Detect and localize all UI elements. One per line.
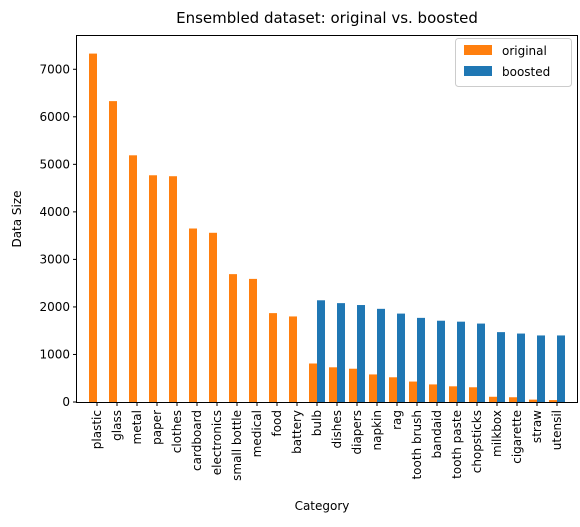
bar-original-metal <box>129 155 137 402</box>
x-tick-label: battery <box>290 410 304 454</box>
legend-swatch-boosted <box>464 66 492 76</box>
x-tick-label: utensil <box>550 410 564 450</box>
bar-original-tooth-brush <box>409 381 417 402</box>
bar-boosted-utensil <box>557 335 565 402</box>
bar-original-cardboard <box>189 228 197 402</box>
x-axis-label: Category <box>295 499 350 513</box>
x-tick-label: diapers <box>350 410 364 455</box>
bar-original-paper <box>149 175 157 402</box>
x-tick-label: plastic <box>90 410 104 449</box>
bar-boosted-bulb <box>317 300 325 402</box>
y-tick-label: 5000 <box>39 157 70 171</box>
x-tick-label: napkin <box>370 410 384 450</box>
bar-boosted-napkin <box>377 308 385 402</box>
y-tick-label: 1000 <box>39 347 70 361</box>
y-tick-label: 3000 <box>39 252 70 266</box>
bar-original-food <box>269 313 277 402</box>
x-tick-label: small bottle <box>230 410 244 481</box>
bar-original-tooth-paste <box>449 386 457 402</box>
x-tick-label: bandaid <box>430 410 444 459</box>
bar-original-battery <box>289 316 297 402</box>
bar-original-utensil <box>549 400 557 402</box>
x-tick-label: bulb <box>310 410 324 436</box>
x-axis: plastic glass metal paper clothes cardboard el… <box>90 402 564 481</box>
plot-area <box>89 53 565 403</box>
x-tick-label: chopsticks <box>470 410 484 473</box>
x-tick-label: glass <box>110 410 124 441</box>
bar-boosted-diapers <box>357 305 365 402</box>
y-axis-label: Data Size <box>10 190 24 247</box>
y-tick-label: 0 <box>62 395 70 409</box>
x-tick-label: dishes <box>330 410 344 448</box>
plot-frame <box>76 35 578 403</box>
bar-original-glass <box>109 101 117 403</box>
legend: original boosted <box>455 38 572 87</box>
bar-original-milkbox <box>489 396 497 402</box>
bar-original-small-bottle <box>229 274 237 402</box>
bar-boosted-rag <box>397 313 405 402</box>
bar-boosted-bandaid <box>437 320 445 402</box>
bar-original-straw <box>529 399 537 402</box>
legend-label-boosted: boosted <box>502 65 550 79</box>
x-tick-label: cardboard <box>190 410 204 471</box>
bar-original-diapers <box>349 368 357 402</box>
bar-original-chopsticks <box>469 387 477 402</box>
bar-original-medical <box>249 278 257 402</box>
x-tick-label: straw <box>530 410 544 443</box>
bar-boosted-dishes <box>337 303 345 402</box>
y-tick-label: 4000 <box>39 205 70 219</box>
chart-title: Ensembled dataset: original vs. boosted <box>176 9 478 27</box>
legend-label-original: original <box>502 44 547 58</box>
bar-original-plastic <box>89 53 97 403</box>
bar-original-napkin <box>369 374 377 402</box>
x-tick-label: paper <box>150 410 164 445</box>
x-tick-label: tooth paste <box>450 410 464 479</box>
x-tick-label: milkbox <box>490 410 504 457</box>
x-tick-label: food <box>270 410 284 437</box>
x-tick-label: metal <box>130 410 144 444</box>
bar-boosted-straw <box>537 335 545 402</box>
x-tick-label: electronics <box>210 410 224 475</box>
x-tick-label: rag <box>390 410 404 430</box>
y-tick-label: 2000 <box>39 300 70 314</box>
bar-original-bandaid <box>429 384 437 402</box>
x-tick-label: clothes <box>170 410 184 453</box>
bar-original-cigarette <box>509 397 517 402</box>
bar-boosted-cigarette <box>517 333 525 402</box>
bar-boosted-tooth-brush <box>417 317 425 402</box>
bar-boosted-tooth-paste <box>457 321 465 402</box>
x-tick-label: medical <box>250 410 264 457</box>
x-tick-label: cigarette <box>510 410 524 464</box>
y-tick-label: 6000 <box>39 110 70 124</box>
x-tick-label: tooth brush <box>410 410 424 480</box>
legend-swatch-original <box>464 45 492 55</box>
bar-original-electronics <box>209 232 217 402</box>
bar-boosted-chopsticks <box>477 323 485 402</box>
bar-boosted-milkbox <box>497 332 505 402</box>
y-tick-label: 7000 <box>39 62 70 76</box>
bar-original-bulb <box>309 363 317 402</box>
bar-original-dishes <box>329 367 337 402</box>
bar-original-rag <box>389 377 397 402</box>
bar-original-clothes <box>169 176 177 402</box>
y-axis: 0 1000 2000 3000 4000 5000 6000 7000 <box>39 62 77 409</box>
